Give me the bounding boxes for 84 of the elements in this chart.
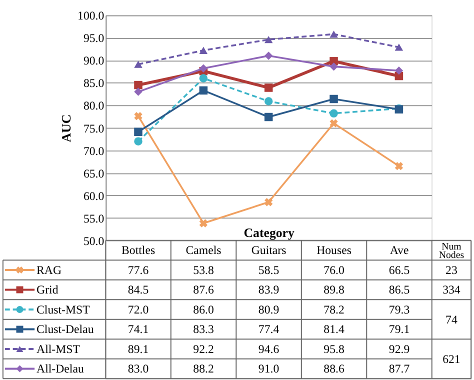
data-label: 58.5 [258,262,280,277]
data-label: 80.9 [258,302,280,316]
data-label: 77.6 [128,262,149,277]
x-tick-label: Camels [186,243,222,258]
point [199,219,208,228]
point [394,66,404,75]
x-tick-label: Ave [390,243,409,258]
data-label: 86.5 [388,282,410,297]
y-tick-label: 90.0 [83,54,104,68]
point [394,44,404,51]
y-tick-label: 60.0 [83,188,104,203]
point [134,128,142,136]
point [134,60,142,68]
legend-label: Clust-MST [36,302,91,316]
point [264,112,273,122]
data-label: 88.2 [193,362,214,376]
legend-label: All-Delau [36,362,84,376]
data-label: 91.0 [258,362,280,376]
data-label: 87.6 [193,282,214,297]
data-label: 79.1 [388,322,410,336]
data-label: 66.5 [388,262,410,277]
legend-label: Grid [36,282,58,297]
data-label: 89.8 [324,282,344,297]
data-label: 78.2 [324,302,344,316]
legend-label: All-MST [36,342,81,356]
data-label: 74.1 [128,322,149,336]
data-label: 76.0 [324,262,344,277]
data-label: 83.9 [258,282,280,297]
point [199,74,208,82]
x-tick-label: Bottles [122,243,156,258]
data-label: 53.8 [193,262,214,277]
point [134,112,142,120]
legend-label: RAG [36,262,62,277]
y-tick-label: 100.0 [78,8,104,23]
data-label: 77.4 [258,322,280,336]
data-label: 87.7 [388,362,410,376]
text: 334 [442,282,460,297]
data-label: 92.9 [388,342,410,356]
y-tick-label: 85.0 [83,76,104,90]
y-tick-label: 75.0 [83,121,104,136]
point [134,88,142,96]
data-label: 94.6 [258,342,280,356]
point [264,36,273,44]
point [330,109,338,118]
point [199,46,208,54]
y-tick-label: 95.0 [83,31,104,46]
point [199,86,208,95]
x-tick-label: Guitars [251,243,287,258]
point [264,97,273,106]
point [264,84,273,92]
data-label: 81.4 [324,322,344,336]
point [134,137,142,146]
point [264,198,273,206]
data-label: 95.8 [324,342,344,356]
data-label: 79.3 [388,302,410,316]
point [330,94,338,104]
y-axis-title: AUC [60,114,74,142]
point [394,162,404,170]
data-label: 89.1 [128,342,149,356]
point [330,62,338,71]
x-tick-label: Houses [316,243,352,258]
data-label: 92.2 [193,342,214,356]
y-tick-label: 55.0 [83,211,104,226]
y-tick-label: 80.0 [83,98,104,113]
data-label: 83.0 [128,362,149,376]
text: 621 [442,352,460,366]
text: Num Nodes [438,241,464,262]
legend-label: Clust-Delau [36,322,94,336]
point [134,80,142,90]
x-axis-title: Category [244,226,295,240]
point [330,30,338,38]
y-tick-label: 70.0 [83,144,104,158]
y-tick-label: 65.0 [83,166,104,180]
text: 74 [446,312,458,326]
point [264,52,273,60]
data-label: 88.6 [324,362,344,376]
data-label: 83.3 [193,322,214,336]
data-label: 72.0 [128,302,149,316]
text: 23 [446,262,458,277]
data-label: 84.5 [128,282,149,297]
point [330,119,338,128]
y-tick-label: 50.0 [83,234,104,248]
point [199,64,208,73]
data-label: 86.0 [193,302,214,316]
